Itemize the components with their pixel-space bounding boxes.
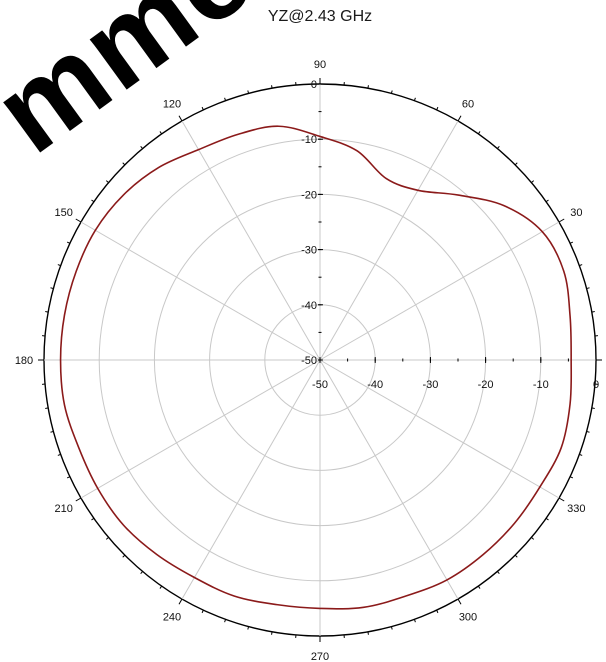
angular-minor-tick xyxy=(591,311,595,313)
angular-minor-tick xyxy=(514,162,518,166)
radial-tick-label-vertical: -20 xyxy=(301,189,317,201)
angular-minor-tick xyxy=(579,264,583,267)
radial-tick-label-vertical: -30 xyxy=(301,245,317,257)
angular-tick-label: 120 xyxy=(163,99,181,111)
angular-minor-tick xyxy=(514,554,518,558)
angular-spoke xyxy=(80,221,321,361)
angular-minor-tick xyxy=(436,106,439,111)
angular-spoke xyxy=(319,120,459,361)
angular-minor-tick xyxy=(91,199,95,203)
series-line xyxy=(59,125,573,610)
radial-tick-label-horizontal: -20 xyxy=(478,379,494,391)
angular-minor-tick xyxy=(50,430,54,433)
radial-tick-label-horizontal: -30 xyxy=(422,379,438,391)
angular-minor-tick xyxy=(477,585,481,589)
angular-spoke xyxy=(319,221,560,361)
angular-major-tick xyxy=(457,598,462,605)
angular-minor-tick xyxy=(390,626,393,630)
angular-tick-label: 180 xyxy=(15,355,33,367)
radial-tick-label-vertical: -10 xyxy=(301,134,317,146)
angular-minor-tick xyxy=(45,311,49,313)
angular-minor-tick xyxy=(122,162,126,166)
angular-tick-label: 90 xyxy=(314,59,326,71)
angular-minor-tick xyxy=(91,517,95,521)
angular-minor-tick xyxy=(531,537,535,540)
angular-minor-tick xyxy=(201,609,204,614)
angular-minor-tick xyxy=(569,241,574,244)
angular-minor-tick xyxy=(545,199,549,203)
angular-minor-tick xyxy=(271,85,273,89)
angular-minor-tick xyxy=(591,407,595,409)
angular-tick-label: 30 xyxy=(570,207,582,219)
angular-tick-label: 330 xyxy=(567,503,585,515)
angular-minor-tick xyxy=(413,97,416,101)
angular-minor-tick xyxy=(367,85,369,89)
angular-minor-tick xyxy=(159,585,163,589)
angular-minor-tick xyxy=(140,145,143,149)
angular-minor-tick xyxy=(140,571,143,575)
angular-major-tick xyxy=(558,218,565,223)
radial-tick-label-horizontal: -50 xyxy=(312,379,328,391)
angular-minor-tick xyxy=(477,131,481,135)
angular-minor-tick xyxy=(247,626,250,630)
series-layer xyxy=(59,125,573,610)
angular-minor-tick xyxy=(271,631,273,635)
angular-minor-tick xyxy=(586,430,590,433)
angular-minor-tick xyxy=(57,453,61,456)
radial-tick-label-vertical: -50 xyxy=(301,355,317,367)
angular-tick-label: 240 xyxy=(163,611,181,623)
angular-major-tick xyxy=(178,115,183,122)
angular-major-tick xyxy=(457,115,462,122)
radial-tick-label-horizontal: 0 xyxy=(593,379,599,391)
angular-minor-tick xyxy=(105,180,109,183)
angular-minor-tick xyxy=(436,609,439,614)
angular-minor-tick xyxy=(367,631,369,635)
angular-spoke xyxy=(319,359,560,499)
angular-tick-label: 210 xyxy=(54,503,72,515)
angular-minor-tick xyxy=(224,619,227,623)
angular-minor-tick xyxy=(66,241,71,244)
radial-tick-label-vertical: -40 xyxy=(301,300,317,312)
angular-minor-tick xyxy=(586,287,590,290)
angular-minor-tick xyxy=(159,131,163,135)
radial-tick-label-horizontal: -10 xyxy=(533,379,549,391)
angular-minor-tick xyxy=(247,90,250,94)
angular-tick-label: 300 xyxy=(459,611,477,623)
angular-minor-tick xyxy=(569,476,574,479)
angular-spoke xyxy=(80,359,321,499)
chart-title: YZ@2.43 GHz xyxy=(267,8,373,25)
angular-spoke xyxy=(319,359,459,600)
angular-minor-tick xyxy=(57,264,61,267)
angular-minor-tick xyxy=(545,517,549,521)
angular-spoke xyxy=(181,120,321,361)
radial-tick-label-horizontal: -40 xyxy=(367,379,383,391)
angular-minor-tick xyxy=(531,180,535,183)
angular-minor-tick xyxy=(66,476,71,479)
angular-minor-tick xyxy=(497,145,500,149)
angular-minor-tick xyxy=(105,537,109,540)
angular-spoke xyxy=(181,359,321,600)
angular-tick-label: 60 xyxy=(462,99,474,111)
angular-major-tick xyxy=(178,598,183,605)
angular-major-tick xyxy=(75,218,82,223)
radial-tick-label-vertical: 0 xyxy=(311,79,317,91)
angular-minor-tick xyxy=(50,287,54,290)
angular-minor-tick xyxy=(45,407,49,409)
angular-minor-tick xyxy=(413,619,416,623)
angular-minor-tick xyxy=(201,106,204,111)
angular-minor-tick xyxy=(122,554,126,558)
angular-minor-tick xyxy=(390,90,393,94)
angular-major-tick xyxy=(75,497,82,502)
angular-minor-tick xyxy=(224,97,227,101)
tick-layer: 0 30 60 90 120 150 180 210 240 270 300 330 -50 -50 -40… xyxy=(15,59,602,662)
angular-tick-label: 150 xyxy=(54,207,72,219)
angular-tick-label: 270 xyxy=(311,651,329,662)
angular-minor-tick xyxy=(579,453,583,456)
angular-minor-tick xyxy=(497,571,500,575)
angular-major-tick xyxy=(558,497,565,502)
